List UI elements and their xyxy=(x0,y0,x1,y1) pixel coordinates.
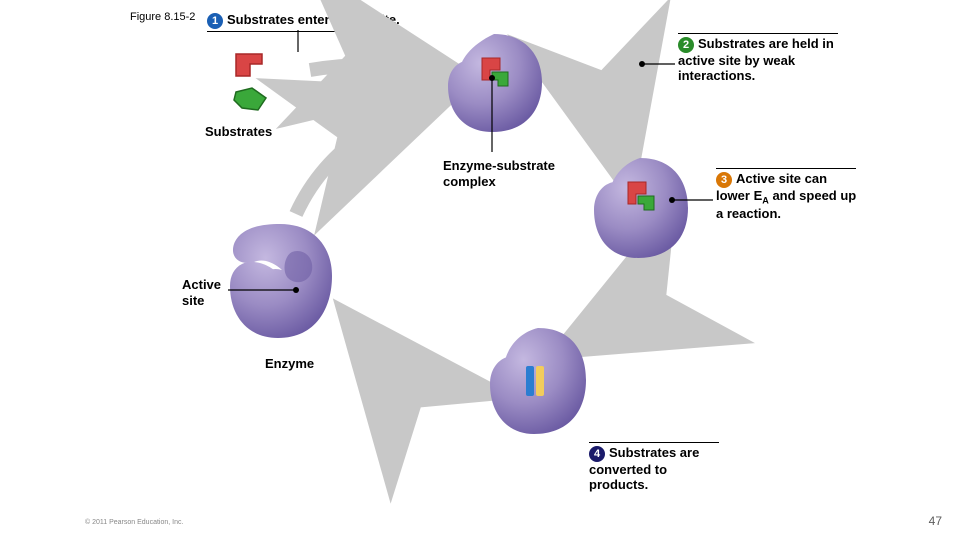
active-site-label: Active site xyxy=(182,277,221,308)
enzyme-label: Enzyme xyxy=(265,356,314,372)
enzyme-es-top xyxy=(440,28,550,138)
step-3-badge: 3 xyxy=(716,172,732,188)
substrates-label: Substrates xyxy=(205,124,272,140)
figure-number: Figure 8.15-2 xyxy=(130,11,195,23)
step-2-text: Substrates are held in active site by we… xyxy=(678,36,834,83)
step-1-badge: 1 xyxy=(207,13,223,29)
step-4-label: 4Substrates are converted to products. xyxy=(589,442,724,493)
enzyme-es-right xyxy=(586,152,696,264)
step-4-text: Substrates are converted to products. xyxy=(589,445,699,492)
enzyme-product xyxy=(482,322,594,440)
step-2-badge: 2 xyxy=(678,37,694,53)
es-complex-label: Enzyme-substrate complex xyxy=(443,158,555,189)
step-3-text: Active site can lower EA and speed up a … xyxy=(716,171,856,221)
copyright-text: © 2011 Pearson Education, Inc. xyxy=(85,519,183,526)
step-1-text: Substrates enter active site. xyxy=(227,12,400,27)
page-number: 47 xyxy=(929,514,942,528)
enzyme-free xyxy=(220,216,340,346)
substrate-green-free xyxy=(230,84,270,114)
step-1-label: 1 Substrates enter active site. xyxy=(207,12,427,34)
substrate-red-free xyxy=(232,50,272,80)
step-4-badge: 4 xyxy=(589,446,605,462)
step-2-label: 2Substrates are held in active site by w… xyxy=(678,33,843,84)
step-3-label: 3Active site can lower EA and speed up a… xyxy=(716,168,861,222)
